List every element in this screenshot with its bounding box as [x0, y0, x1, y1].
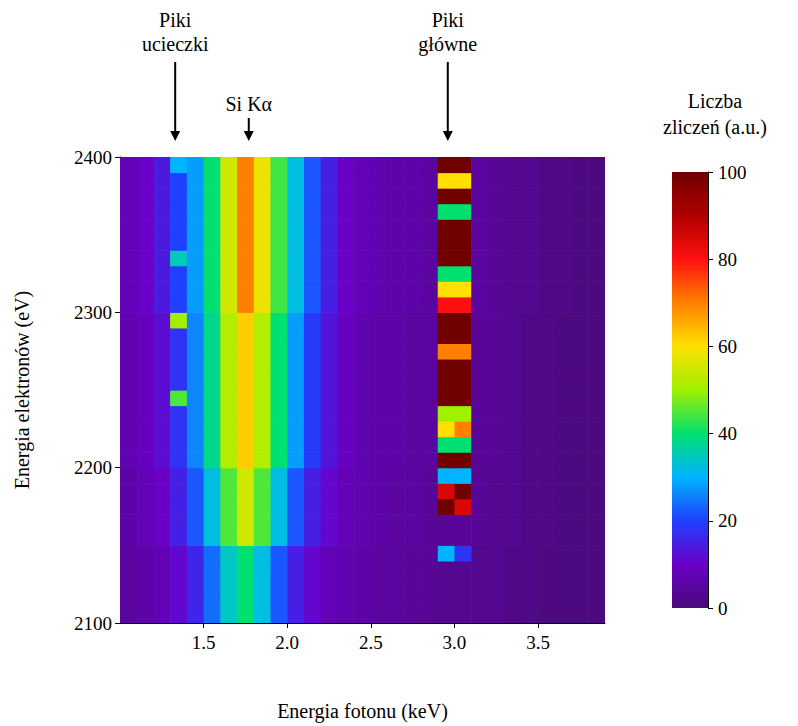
svg-text:Si Kα: Si Kα — [225, 93, 272, 115]
svg-text:2.0: 2.0 — [275, 632, 299, 653]
svg-text:2400: 2400 — [74, 147, 112, 168]
svg-text:2200: 2200 — [74, 457, 112, 478]
svg-text:Energia fotonu (keV): Energia fotonu (keV) — [277, 700, 448, 723]
svg-text:Energia elektronów (eV): Energia elektronów (eV) — [11, 291, 34, 489]
svg-text:40: 40 — [718, 423, 737, 444]
svg-text:Piki: Piki — [159, 9, 192, 31]
svg-text:20: 20 — [718, 510, 737, 531]
svg-text:2.5: 2.5 — [359, 632, 383, 653]
svg-text:0: 0 — [718, 598, 728, 619]
svg-text:3.0: 3.0 — [443, 632, 467, 653]
svg-text:3.5: 3.5 — [526, 632, 550, 653]
svg-text:60: 60 — [718, 336, 737, 357]
svg-text:Liczba: Liczba — [688, 90, 743, 112]
svg-text:80: 80 — [718, 249, 737, 270]
svg-text:2300: 2300 — [74, 302, 112, 323]
svg-text:główne: główne — [418, 33, 477, 56]
svg-text:2100: 2100 — [74, 613, 112, 634]
svg-text:100: 100 — [718, 162, 747, 183]
svg-text:1.5: 1.5 — [192, 632, 216, 653]
svg-text:ucieczki: ucieczki — [142, 33, 209, 55]
svg-text:Piki: Piki — [432, 9, 465, 31]
svg-text:zliczeń (a.u.): zliczeń (a.u.) — [663, 116, 767, 139]
